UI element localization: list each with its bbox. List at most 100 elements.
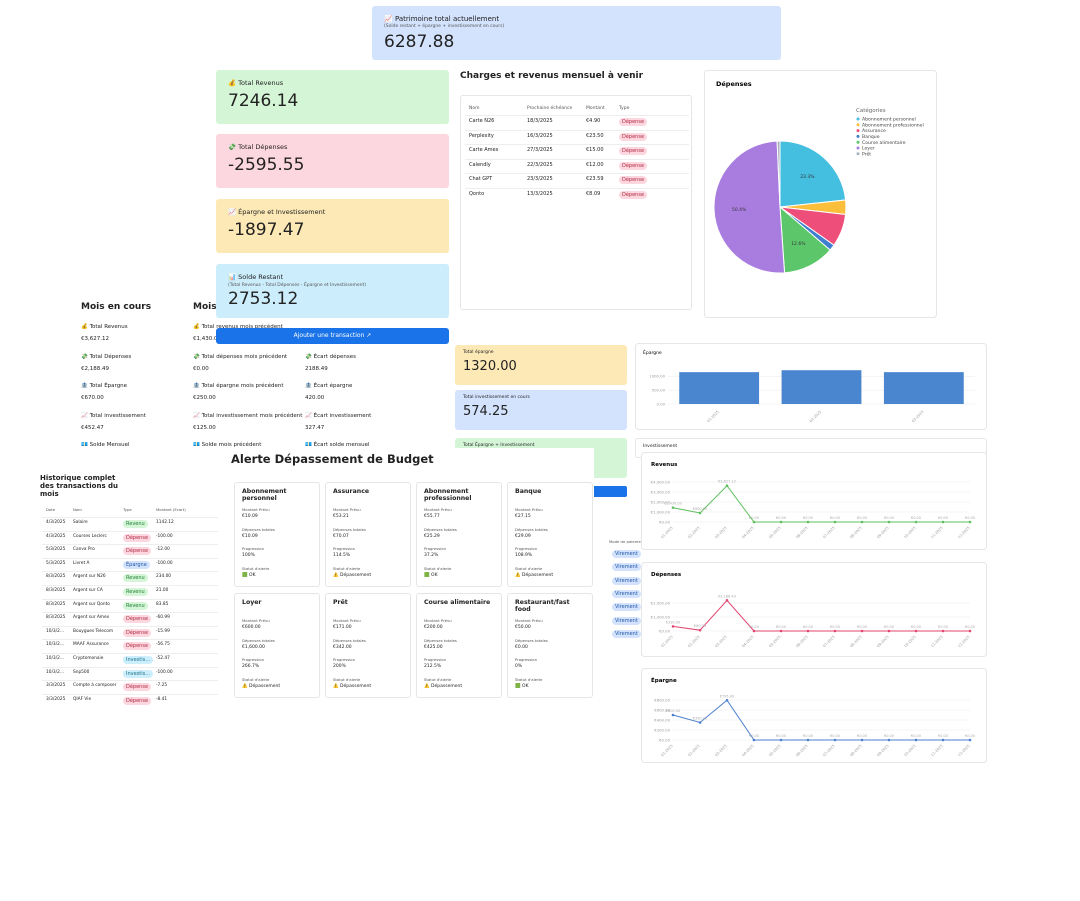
add-transaction-button[interactable]: Ajouter une transaction ↗: [216, 328, 449, 344]
field-label: Montant Prévu: [424, 507, 452, 512]
badge: Dépense: [619, 176, 648, 185]
column-header: Nom: [73, 507, 82, 512]
legend-swatch: [856, 146, 860, 150]
row-divider: [42, 544, 218, 546]
point-label: €0.00: [749, 625, 759, 629]
cell: -52.47: [156, 656, 170, 661]
cell: €15.00: [586, 147, 604, 154]
section-title: Historique complet des transactions du m…: [40, 474, 119, 499]
row-divider: [42, 571, 218, 573]
legend-title: Catégories: [856, 107, 886, 114]
field-value: €600.00: [242, 625, 261, 630]
y-tick-label: €2,000.00: [651, 600, 671, 605]
row-divider: [42, 517, 218, 518]
cell: Argent sur Amex: [73, 615, 110, 621]
row-divider: [42, 557, 218, 559]
point: [725, 484, 729, 488]
badge: Dépense: [123, 696, 152, 705]
legend-label: Course alimentaire: [862, 140, 906, 146]
cell: €23.50: [586, 132, 604, 139]
card-value: 574.25: [463, 404, 509, 419]
row-divider: [465, 173, 689, 175]
savings-card: Total épargne 1320.00: [455, 345, 627, 385]
point: [806, 738, 810, 742]
budget-card: Course alimentaire Montant Prévu €200.00 Dé…: [416, 593, 502, 698]
field-value: 108.9%: [515, 553, 533, 558]
field-label: Montant Prévu: [333, 507, 361, 512]
row-divider: [42, 666, 218, 668]
cell: 16/3/2025: [527, 132, 553, 139]
field-value: €425.00: [424, 644, 443, 650]
stat-label: 🏦 Écart épargne: [305, 383, 353, 389]
field-value: €10.09: [242, 514, 258, 519]
row-divider: [42, 585, 218, 586]
y-tick-label: €0.00: [659, 519, 670, 524]
cell: 4/3/2025: [46, 520, 66, 525]
point: [752, 629, 756, 633]
badge: Virement: [612, 550, 641, 558]
badge: Dépense: [619, 132, 648, 141]
column-header: Type: [619, 106, 630, 111]
field-value: 200%: [333, 664, 346, 669]
field-label: Progression: [515, 657, 537, 662]
cell: -100.00: [156, 560, 173, 566]
y-tick-label: 0.00: [657, 401, 666, 406]
chart-title: Revenus: [651, 462, 678, 468]
history: Historique complet des transactions du m…: [38, 466, 222, 706]
point: [671, 625, 675, 628]
legend-label: Assurance: [862, 128, 886, 134]
field-value: €342.00: [333, 644, 352, 650]
point-label: €0.00: [938, 516, 948, 520]
card-value: -2595.55: [228, 155, 305, 175]
point: [833, 629, 837, 633]
stat-label: 💸 Total Dépenses: [81, 353, 132, 360]
point-label: €1,430.00: [664, 502, 682, 506]
cell: 10/3/2...: [46, 656, 64, 661]
card-subtitle: (Solde restant + épargne + investissemen…: [384, 24, 505, 29]
column-header: Mode de paiement: [609, 539, 645, 544]
row-divider: [42, 653, 218, 654]
point: [941, 629, 945, 633]
field-value: ⚠️ Dépassement: [333, 683, 372, 689]
stat-label: 💸 Écart dépenses: [305, 353, 356, 360]
badge: Virement: [612, 589, 641, 598]
field-label: Montant Prévu: [242, 507, 270, 512]
point-label: €0.00: [749, 734, 759, 738]
field-value: ⚠️ Dépassement: [242, 683, 281, 689]
field-label: Montant Prévu: [242, 618, 270, 623]
stat-value: €3,627.12: [81, 336, 109, 342]
y-tick-label: €400.00: [654, 717, 670, 722]
field-value: 🟩 OK: [424, 572, 438, 578]
point-label: €60.00: [694, 624, 706, 628]
point: [968, 738, 972, 742]
y-tick-label: €4,000.00: [651, 479, 671, 484]
cell: 10/3/2...: [46, 628, 64, 634]
badge: Dépense: [123, 615, 152, 624]
point-label: €0.00: [911, 734, 921, 738]
point-label: €0.00: [830, 516, 840, 520]
point-label: €0.00: [884, 516, 894, 520]
point: [968, 520, 972, 524]
budget-title: Abonnement professionnel: [424, 488, 472, 503]
field-label: Dépenses totales: [424, 526, 457, 532]
row-divider: [42, 625, 218, 627]
point-label: €0.00: [857, 734, 867, 738]
chart-title: Dépenses: [716, 80, 752, 88]
field-label: Montant Prévu: [424, 618, 452, 623]
badge: Revenu: [123, 588, 148, 596]
cell: 8/3/2025: [46, 601, 66, 607]
field-value: ⚠️ Dépassement: [333, 572, 372, 578]
point-label: €0.00: [776, 516, 786, 520]
cell: -56.75: [156, 642, 170, 648]
card-value: 2753.12: [228, 289, 299, 309]
field-value: €1,600.00: [242, 644, 265, 650]
point-label: €0.00: [884, 734, 894, 738]
point: [698, 721, 702, 724]
field-label: Progression: [515, 546, 537, 551]
stat-label: 💶 Solde Mensuel: [81, 442, 130, 448]
stat-value: €250.00: [193, 395, 216, 401]
field-label: Dépenses totales: [515, 637, 548, 643]
legend-swatch: [856, 123, 860, 127]
field-label: Progression: [424, 546, 446, 551]
pie-slice: [713, 140, 786, 274]
